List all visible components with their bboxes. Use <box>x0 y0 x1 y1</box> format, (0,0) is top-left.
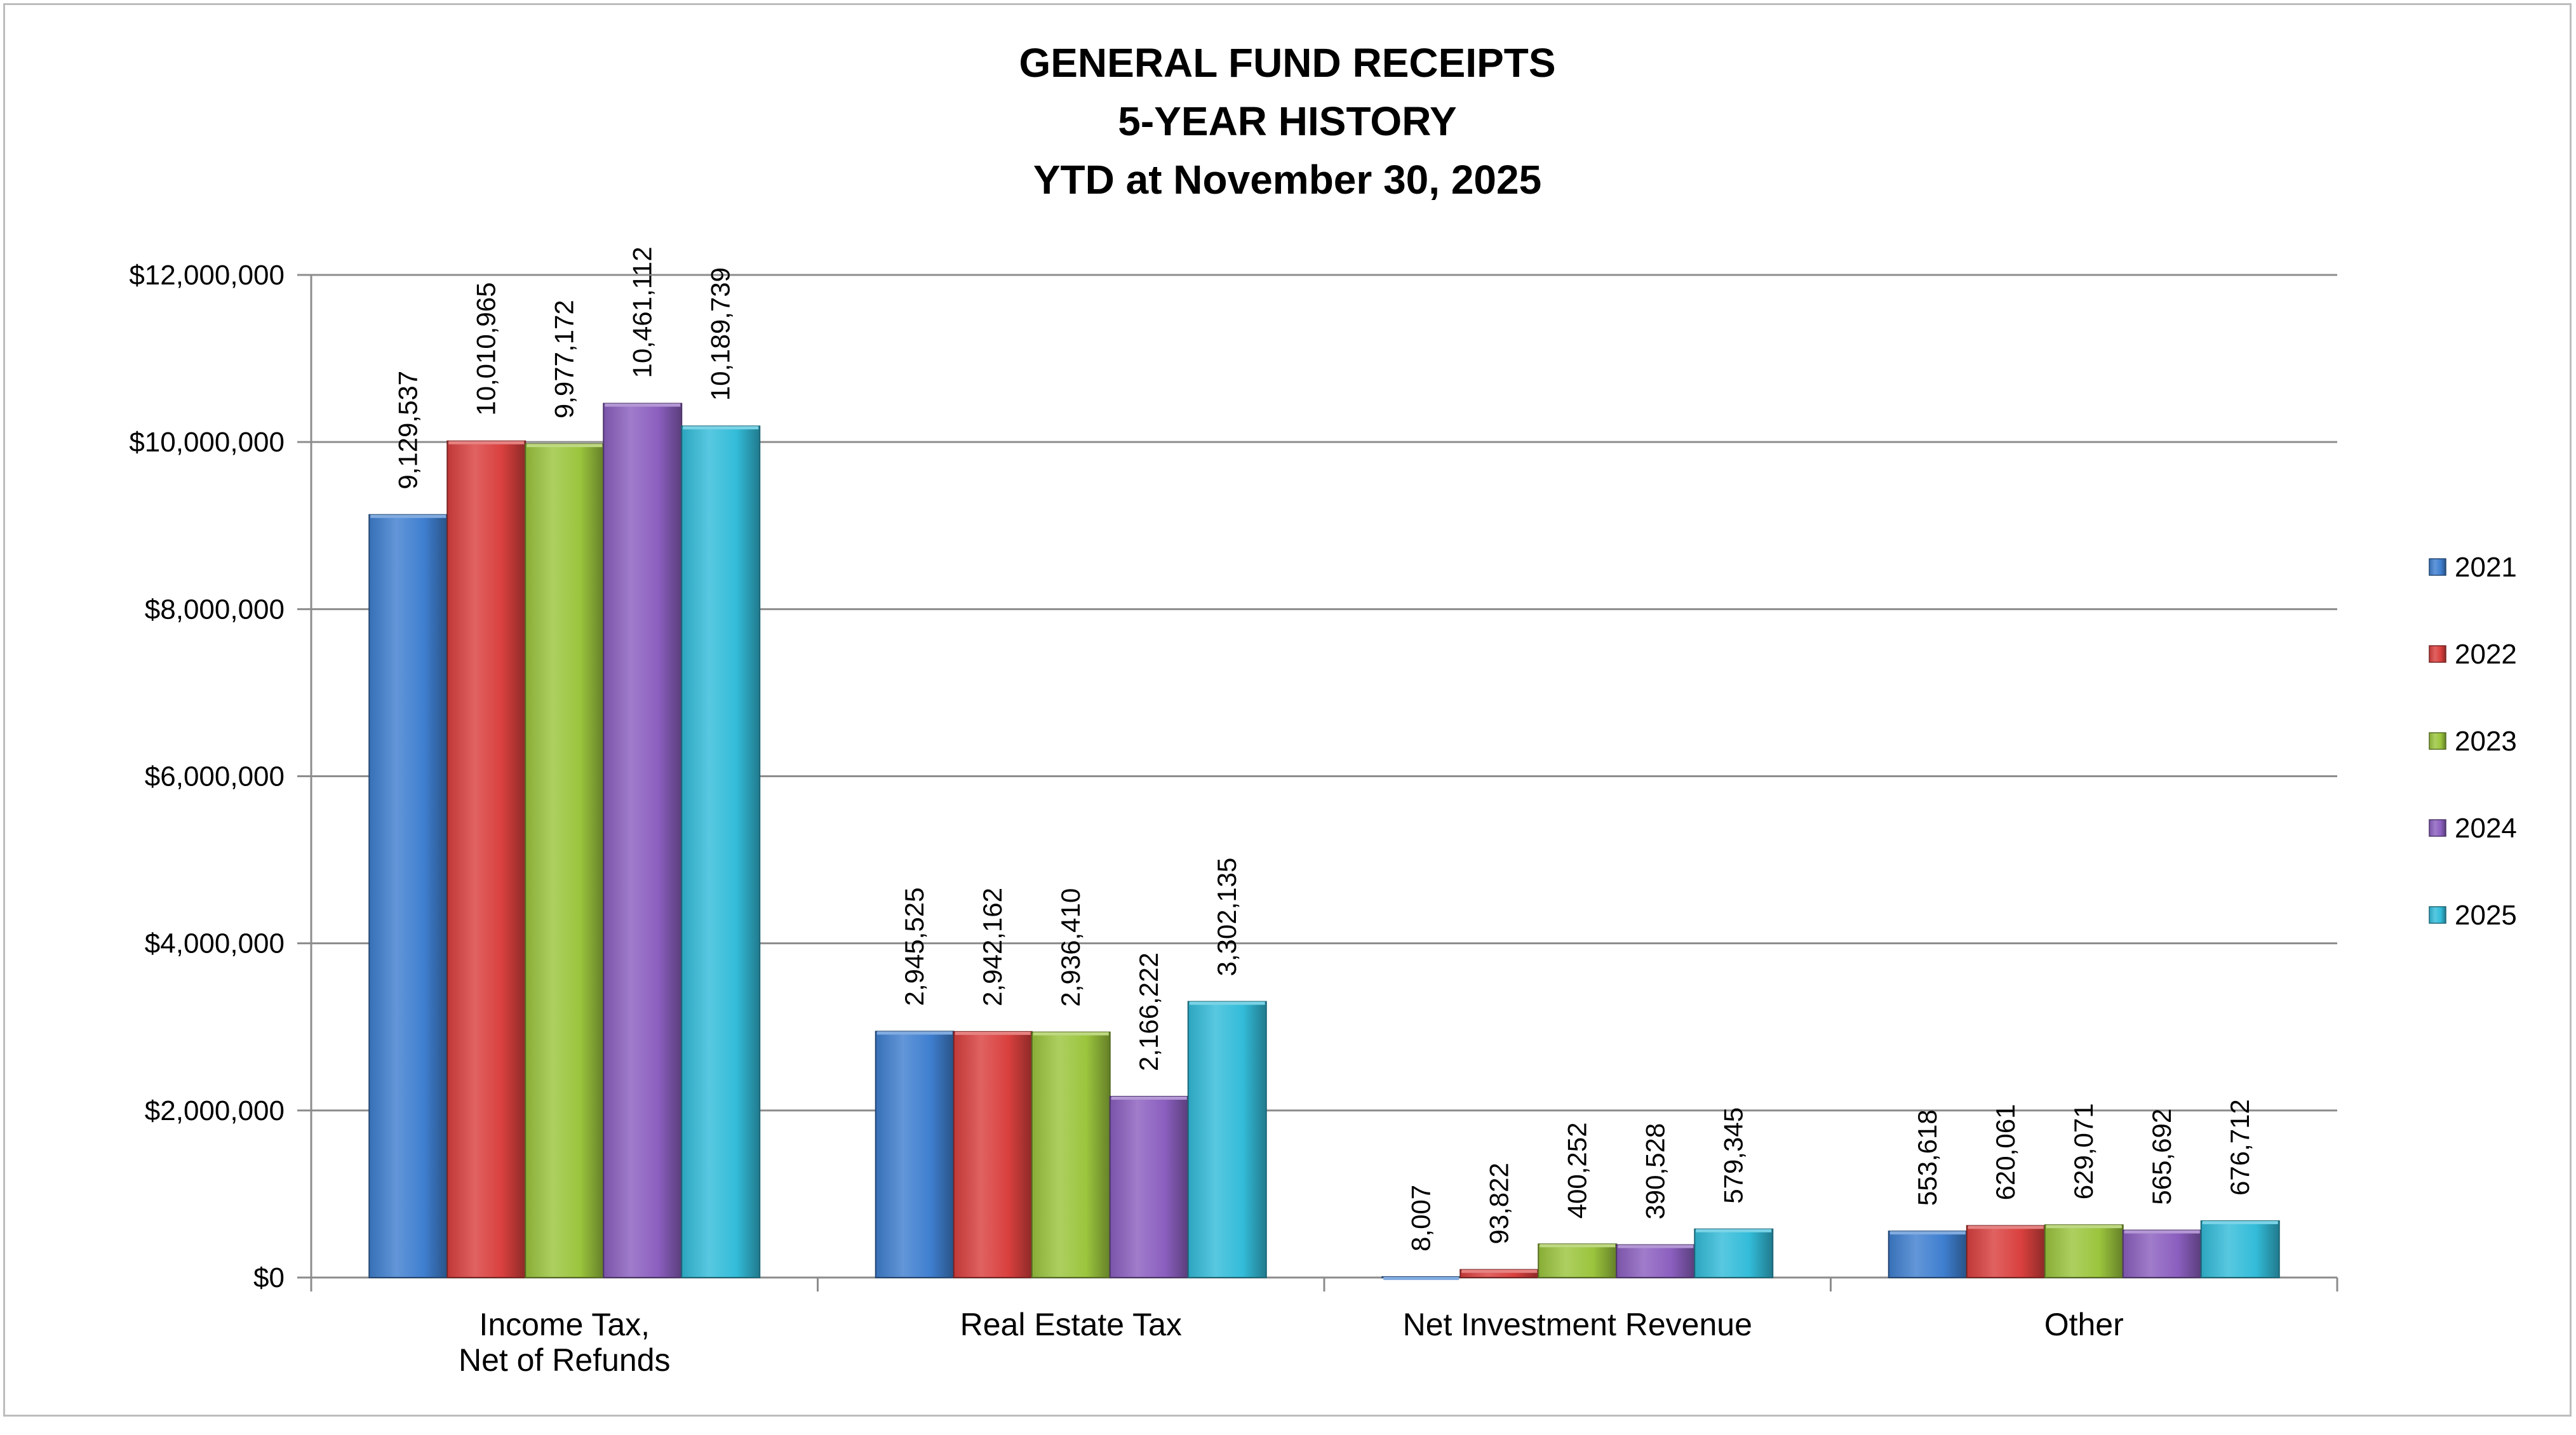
x-category-label: Real Estate Tax <box>960 1307 1182 1342</box>
legend[interactable]: 2021 2022 2023 2024 2025 <box>2429 552 2517 931</box>
bar-other-2023 <box>2044 1224 2124 1278</box>
bar-top-highlight <box>448 441 525 444</box>
data-label: 2,945,525 <box>899 888 929 1006</box>
data-label: 9,977,172 <box>549 300 579 418</box>
y-tick-label: $0 <box>253 1262 285 1293</box>
legend-swatch-2025[interactable] <box>2429 906 2446 924</box>
y-tick-label: $12,000,000 <box>129 260 285 291</box>
bar-top-highlight <box>527 444 603 448</box>
bar-top-highlight <box>1889 1231 1966 1235</box>
bar-top-highlight <box>1540 1244 1616 1248</box>
bar-other-2022 <box>1966 1225 2046 1278</box>
bar-top-highlight <box>2046 1225 2122 1229</box>
legend-label-2025[interactable]: 2025 <box>2455 900 2517 931</box>
data-label: 10,010,965 <box>471 283 501 416</box>
bar-real-estate-tax-2022 <box>953 1031 1033 1278</box>
axes: $0 $2,000,000 $4,000,000 $6,000,000 $8,000,0… <box>129 260 2338 1378</box>
legend-swatch-2022[interactable] <box>2429 645 2446 663</box>
data-label: 93,822 <box>1484 1163 1514 1244</box>
legend-label-2021[interactable]: 2021 <box>2455 552 2517 583</box>
bar-real-estate-tax-2021 <box>875 1031 955 1278</box>
legend-swatch-2024[interactable] <box>2429 819 2446 837</box>
y-tick-label: $2,000,000 <box>145 1095 285 1126</box>
data-label: 8,007 <box>1406 1185 1436 1251</box>
bar-top-highlight <box>2202 1220 2278 1224</box>
bar-income-tax-net-of-refunds-2025 <box>681 425 761 1278</box>
bar-net-investment-revenue-2025 <box>1694 1228 1774 1278</box>
data-label: 3,302,135 <box>1212 858 1242 977</box>
bar-other-2025 <box>2200 1220 2280 1278</box>
data-label: 553,618 <box>1912 1109 1942 1206</box>
x-category-label: Other <box>2044 1307 2124 1342</box>
bar-top-highlight <box>1968 1225 2044 1229</box>
bar-top-highlight <box>683 426 759 430</box>
data-label: 10,189,739 <box>706 267 735 401</box>
data-labels: 9,129,537 10,010,965 9,977,172 10,461,112 10… <box>393 246 2255 1251</box>
y-tick-label: $4,000,000 <box>145 928 285 959</box>
bar-top-highlight <box>1033 1032 1109 1036</box>
data-label: 2,936,410 <box>1056 888 1085 1007</box>
bar-top-highlight <box>1111 1096 1187 1100</box>
data-label: 400,252 <box>1562 1123 1592 1219</box>
bar-income-tax-net-of-refunds-2024 <box>603 403 683 1278</box>
chart-title-line-2: 5-YEAR HISTORY <box>1118 98 1457 144</box>
bar-income-tax-net-of-refunds-2022 <box>446 440 527 1278</box>
bar-real-estate-tax-2025 <box>1187 1001 1267 1278</box>
bars <box>368 403 2280 1280</box>
bar-net-investment-revenue-2023 <box>1538 1243 1618 1278</box>
legend-swatch-2023[interactable] <box>2429 732 2446 750</box>
bar-net-investment-revenue-2024 <box>1616 1244 1696 1279</box>
bar-real-estate-tax-2023 <box>1031 1031 1111 1279</box>
legend-swatch-2021[interactable] <box>2429 558 2446 576</box>
bar-top-highlight <box>1618 1245 1694 1248</box>
data-label: 390,528 <box>1640 1123 1670 1220</box>
bar-top-highlight <box>370 514 446 518</box>
bar-top-highlight <box>605 403 681 407</box>
bar-other-2024 <box>2122 1229 2202 1278</box>
data-label: 620,061 <box>1990 1104 2020 1201</box>
y-tick-label: $8,000,000 <box>145 594 285 625</box>
bar-top-highlight <box>955 1031 1031 1035</box>
bar-real-estate-tax-2024 <box>1109 1095 1189 1278</box>
data-label: 629,071 <box>2069 1103 2098 1199</box>
chart-title-line-1: GENERAL FUND RECEIPTS <box>1019 40 1556 86</box>
bar-top-highlight <box>876 1031 953 1035</box>
legend-label-2022[interactable]: 2022 <box>2455 639 2517 670</box>
data-label: 2,166,222 <box>1134 952 1164 1071</box>
bar-top-highlight <box>2124 1230 2200 1234</box>
data-label: 565,692 <box>2147 1109 2177 1205</box>
legend-label-2023[interactable]: 2023 <box>2455 726 2517 757</box>
chart-title: GENERAL FUND RECEIPTS 5-YEAR HISTORY YTD… <box>5 34 2570 209</box>
bar-other-2021 <box>1888 1231 1968 1278</box>
chart-title-line-3: YTD at November 30, 2025 <box>1033 157 1542 203</box>
data-label: 2,942,162 <box>977 888 1007 1006</box>
data-label: 579,345 <box>1719 1107 1748 1204</box>
bar-income-tax-net-of-refunds-2023 <box>525 443 605 1279</box>
bar-top-highlight <box>1189 1001 1265 1005</box>
data-label: 9,129,537 <box>393 371 423 490</box>
data-label: 676,712 <box>2225 1099 2255 1196</box>
x-category-label: Net Investment Revenue <box>1403 1307 1752 1342</box>
y-tick-label: $6,000,000 <box>145 761 285 792</box>
x-category-label: Income Tax, Net of Refunds <box>459 1307 671 1378</box>
bar-top-highlight <box>1696 1229 1772 1232</box>
bar-income-tax-net-of-refunds-2021 <box>368 514 448 1278</box>
bar-top-highlight <box>1383 1276 1459 1280</box>
legend-label-2024[interactable]: 2024 <box>2455 813 2517 844</box>
bar-top-highlight <box>1461 1269 1538 1273</box>
data-label: 10,461,112 <box>627 246 657 378</box>
y-tick-label: $10,000,000 <box>129 427 285 458</box>
